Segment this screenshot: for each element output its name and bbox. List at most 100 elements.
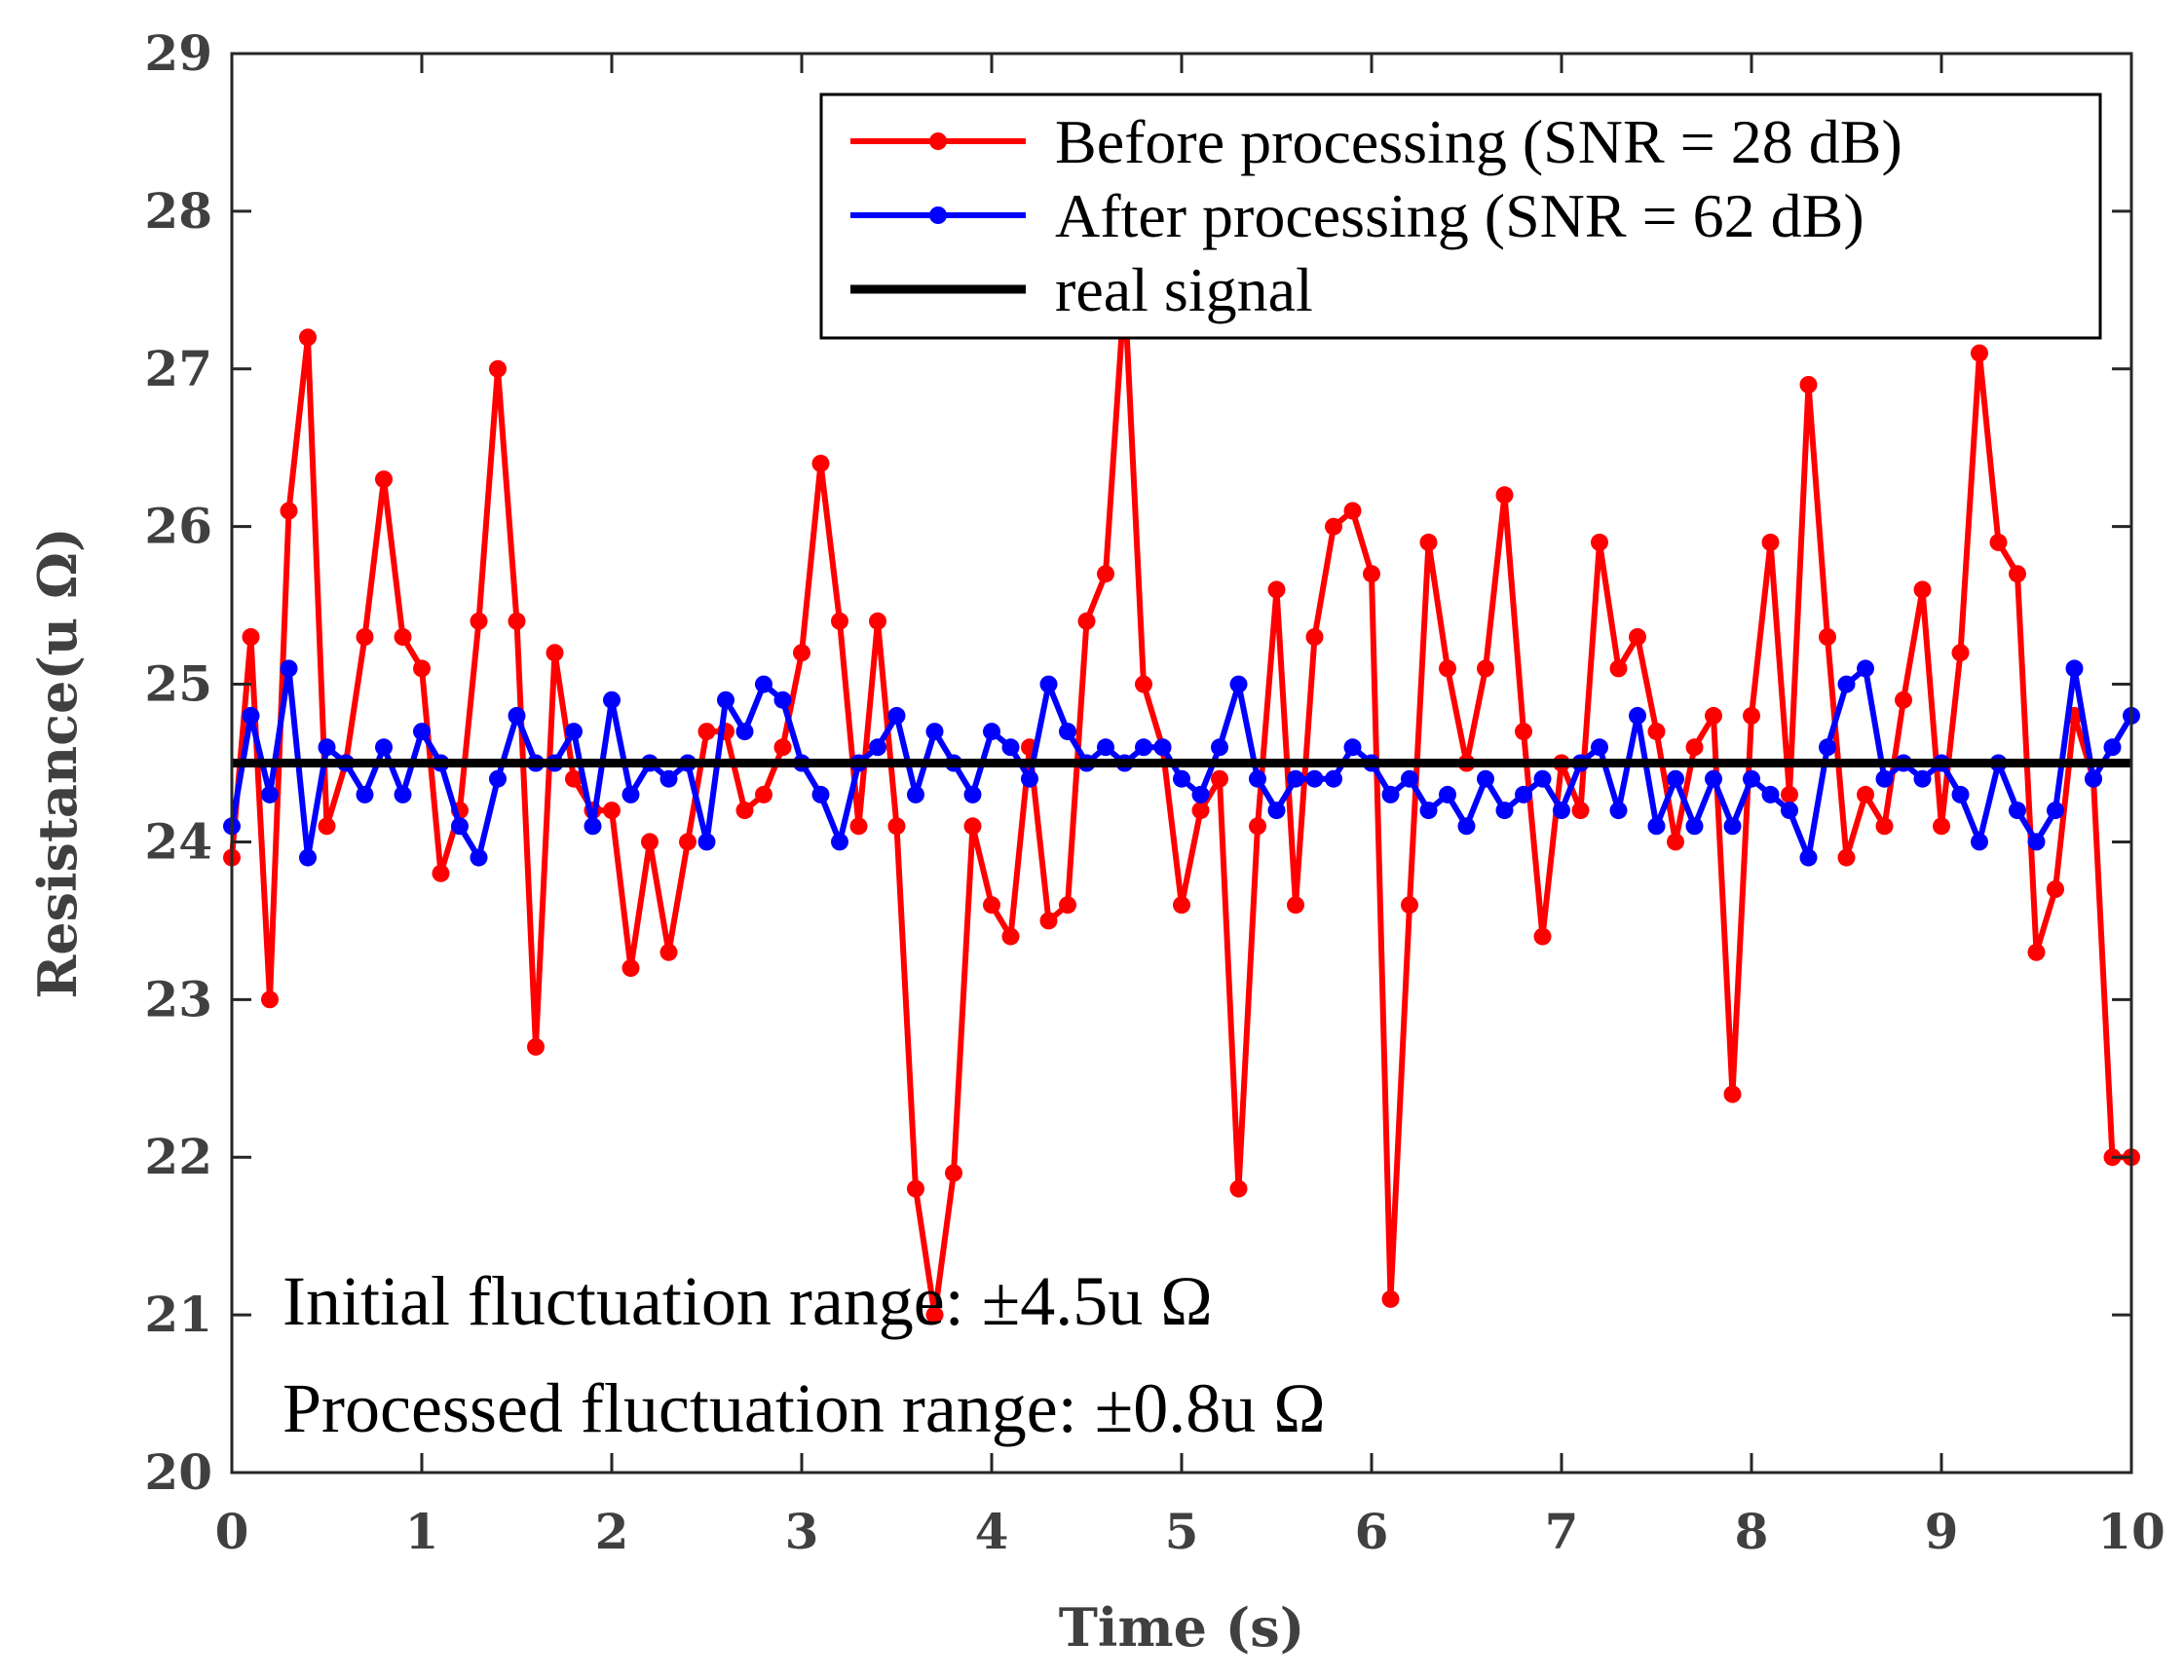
data-point bbox=[1743, 769, 1760, 788]
data-point bbox=[2009, 565, 2026, 583]
data-point bbox=[1419, 802, 1438, 820]
data-point bbox=[831, 833, 848, 851]
y-tick-label: 24 bbox=[144, 812, 212, 870]
data-point bbox=[375, 738, 393, 757]
data-point bbox=[641, 833, 659, 851]
data-point bbox=[565, 769, 583, 788]
data-point bbox=[356, 628, 374, 646]
data-point bbox=[1515, 723, 1532, 741]
series-0 bbox=[223, 280, 2140, 1325]
data-point bbox=[261, 990, 279, 1009]
data-point bbox=[1077, 612, 1096, 630]
x-tick-label: 7 bbox=[1545, 1503, 1579, 1560]
data-point bbox=[831, 612, 848, 630]
data-point bbox=[1667, 769, 1684, 788]
y-tick-label: 26 bbox=[144, 498, 212, 555]
data-point bbox=[1287, 896, 1304, 915]
data-point bbox=[1723, 1085, 1742, 1103]
data-point bbox=[849, 817, 868, 836]
x-tick-label: 0 bbox=[215, 1503, 249, 1560]
data-point bbox=[887, 706, 906, 725]
data-point bbox=[299, 848, 317, 867]
data-point bbox=[1647, 817, 1666, 836]
data-point bbox=[1667, 833, 1684, 851]
data-point bbox=[1989, 533, 2008, 551]
data-point bbox=[2047, 802, 2064, 820]
data-point bbox=[1971, 833, 1988, 851]
data-point bbox=[603, 802, 621, 820]
data-point bbox=[697, 833, 716, 851]
data-point bbox=[413, 659, 431, 678]
data-point bbox=[1039, 675, 1058, 693]
x-axis-title: Time (s) bbox=[1059, 1596, 1305, 1659]
data-point bbox=[735, 802, 754, 820]
data-point bbox=[1591, 738, 1608, 757]
data-point bbox=[1685, 817, 1704, 836]
legend-label: After processing (SNR = 62 dB) bbox=[1055, 181, 1864, 250]
data-point bbox=[1933, 817, 1950, 836]
data-point bbox=[1495, 486, 1514, 504]
data-point bbox=[1875, 769, 1894, 788]
data-point bbox=[1723, 817, 1742, 836]
data-point bbox=[470, 848, 488, 867]
data-point bbox=[1021, 769, 1038, 788]
data-point bbox=[261, 785, 279, 803]
data-point bbox=[1799, 376, 1818, 393]
x-tick-label: 10 bbox=[2097, 1503, 2165, 1560]
data-point bbox=[1419, 533, 1438, 551]
data-point bbox=[755, 675, 772, 693]
data-point bbox=[1629, 706, 1646, 725]
data-point bbox=[869, 612, 886, 630]
data-point bbox=[717, 691, 734, 709]
data-point bbox=[983, 896, 1000, 915]
data-point bbox=[1609, 659, 1628, 678]
data-point bbox=[527, 1037, 545, 1056]
data-point bbox=[1229, 1179, 1248, 1198]
annotation-initial-range: Initial fluctuation range: ±4.5u Ω bbox=[282, 1262, 1213, 1340]
data-point bbox=[963, 817, 982, 836]
legend-marker bbox=[929, 206, 947, 224]
data-point bbox=[432, 864, 450, 882]
data-point bbox=[603, 691, 621, 709]
data-point bbox=[1913, 580, 1932, 599]
data-point bbox=[242, 706, 260, 725]
data-point bbox=[2047, 880, 2064, 898]
data-point bbox=[1363, 565, 1380, 583]
data-point bbox=[508, 706, 526, 725]
data-point bbox=[489, 359, 507, 378]
data-point bbox=[1039, 912, 1058, 930]
data-point bbox=[565, 723, 583, 741]
data-point bbox=[1457, 817, 1476, 836]
data-point bbox=[1761, 533, 1780, 551]
legend-label: Before processing (SNR = 28 dB) bbox=[1055, 107, 1902, 176]
data-point bbox=[621, 959, 640, 977]
data-point bbox=[755, 785, 772, 803]
data-point bbox=[925, 1306, 944, 1325]
x-tick-label: 6 bbox=[1355, 1503, 1389, 1560]
data-point bbox=[1267, 580, 1286, 599]
data-point bbox=[1857, 659, 1874, 678]
data-point bbox=[1685, 738, 1704, 757]
data-point bbox=[356, 785, 374, 803]
y-tick-label: 20 bbox=[144, 1443, 212, 1501]
data-point bbox=[735, 723, 754, 741]
y-tick-label: 25 bbox=[144, 655, 212, 713]
data-point bbox=[773, 738, 792, 757]
data-point bbox=[1001, 738, 1020, 757]
data-point bbox=[1439, 659, 1456, 678]
data-point bbox=[1571, 802, 1590, 820]
y-axis-title: Resistance(u Ω) bbox=[26, 527, 89, 998]
legend-item: After processing (SNR = 62 dB) bbox=[850, 181, 1864, 250]
data-point bbox=[2027, 833, 2046, 851]
data-point bbox=[1477, 769, 1494, 788]
data-point bbox=[1591, 533, 1608, 551]
data-point bbox=[1533, 769, 1552, 788]
data-point bbox=[869, 738, 886, 757]
data-point bbox=[1059, 723, 1076, 741]
data-point bbox=[2103, 738, 2122, 757]
legend-label: real signal bbox=[1055, 255, 1313, 324]
data-point bbox=[1249, 769, 1266, 788]
x-tick-label: 1 bbox=[405, 1503, 439, 1560]
